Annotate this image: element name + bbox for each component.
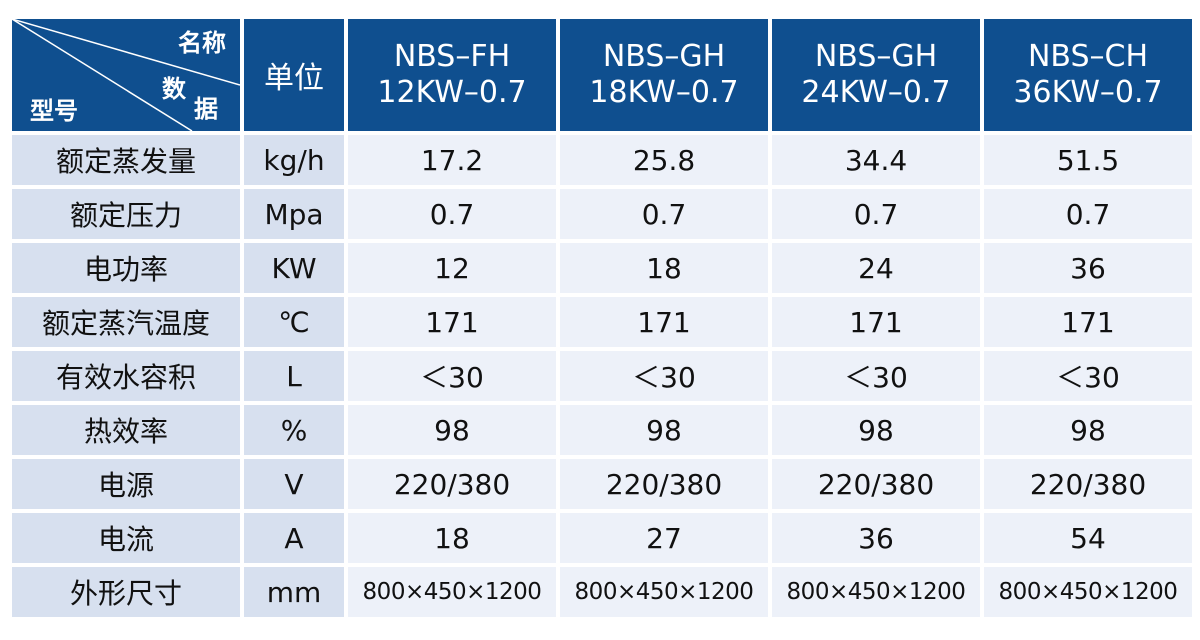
table-row: 外形尺寸 mm 800×450×1200 800×450×1200 800×45…: [12, 567, 1192, 617]
model-header: NBS–GH 24KW–0.7: [772, 19, 980, 131]
model-spec: 36KW–0.7: [1013, 75, 1163, 110]
table-row: 电源 V 220/380 220/380 220/380 220/380: [12, 459, 1192, 509]
unit-cell: mm: [244, 567, 344, 617]
unit-cell: A: [244, 513, 344, 563]
model-name: NBS–GH: [602, 39, 726, 74]
value-cell: 800×450×1200: [348, 567, 556, 617]
value-cell: 18: [348, 513, 556, 563]
row-label: 额定压力: [12, 189, 240, 239]
model-spec: 18KW–0.7: [589, 75, 739, 110]
model-name: NBS–FH: [393, 39, 511, 74]
model-name: NBS–CH: [1027, 39, 1149, 74]
value-cell: 800×450×1200: [772, 567, 980, 617]
unit-cell: V: [244, 459, 344, 509]
value-cell: 0.7: [772, 189, 980, 239]
model-spec: 12KW–0.7: [377, 75, 527, 110]
value-cell: 220/380: [772, 459, 980, 509]
model-name: NBS–GH: [814, 39, 938, 74]
table-row: 额定压力 Mpa 0.7 0.7 0.7 0.7: [12, 189, 1192, 239]
row-label: 电流: [12, 513, 240, 563]
value-cell: 51.5: [984, 135, 1192, 185]
table-row: 热效率 % 98 98 98 98: [12, 405, 1192, 455]
model-header: NBS–FH 12KW–0.7: [348, 19, 556, 131]
value-cell: 171: [984, 297, 1192, 347]
spec-table-wrapper: 名称 数 据 型号 单位 NBS–FH 12KW–0.7 NBS–GH 18KW–0…: [8, 15, 1194, 621]
unit-cell: KW: [244, 243, 344, 293]
model-header: NBS–CH 36KW–0.7: [984, 19, 1192, 131]
spec-table: 名称 数 据 型号 单位 NBS–FH 12KW–0.7 NBS–GH 18KW–0…: [8, 15, 1196, 621]
table-row: 电功率 KW 12 18 24 36: [12, 243, 1192, 293]
corner-model-label: 型号: [30, 97, 78, 125]
row-label: 电功率: [12, 243, 240, 293]
corner-diagonal-lines: [12, 19, 240, 131]
value-cell: 98: [560, 405, 768, 455]
unit-cell: kg/h: [244, 135, 344, 185]
corner-data-label-1: 数: [162, 75, 186, 103]
value-cell: 0.7: [560, 189, 768, 239]
value-cell: 34.4: [772, 135, 980, 185]
corner-data-label-2: 据: [194, 95, 218, 123]
table-row: 额定蒸发量 kg/h 17.2 25.8 34.4 51.5: [12, 135, 1192, 185]
unit-cell: %: [244, 405, 344, 455]
corner-name-label: 名称: [178, 29, 226, 57]
value-cell: ＜30: [560, 351, 768, 401]
value-cell: 24: [772, 243, 980, 293]
table-row: 有效水容积 L ＜30 ＜30 ＜30 ＜30: [12, 351, 1192, 401]
value-cell: 36: [984, 243, 1192, 293]
row-label: 有效水容积: [12, 351, 240, 401]
table-row: 额定蒸汽温度 ℃ 171 171 171 171: [12, 297, 1192, 347]
corner-header-cell: 名称 数 据 型号: [12, 19, 240, 131]
value-cell: 12: [348, 243, 556, 293]
value-cell: 17.2: [348, 135, 556, 185]
value-cell: 220/380: [560, 459, 768, 509]
row-label: 热效率: [12, 405, 240, 455]
value-cell: ＜30: [772, 351, 980, 401]
value-cell: 0.7: [984, 189, 1192, 239]
row-label: 外形尺寸: [12, 567, 240, 617]
value-cell: 171: [348, 297, 556, 347]
value-cell: 98: [984, 405, 1192, 455]
value-cell: 0.7: [348, 189, 556, 239]
row-label: 额定蒸汽温度: [12, 297, 240, 347]
value-cell: 18: [560, 243, 768, 293]
model-header: NBS–GH 18KW–0.7: [560, 19, 768, 131]
value-cell: 171: [560, 297, 768, 347]
value-cell: 171: [772, 297, 980, 347]
header-row: 名称 数 据 型号 单位 NBS–FH 12KW–0.7 NBS–GH 18KW–0…: [12, 19, 1192, 131]
value-cell: 98: [348, 405, 556, 455]
unit-cell: L: [244, 351, 344, 401]
value-cell: 800×450×1200: [984, 567, 1192, 617]
model-spec: 24KW–0.7: [801, 75, 951, 110]
value-cell: ＜30: [348, 351, 556, 401]
row-label: 额定蒸发量: [12, 135, 240, 185]
value-cell: 220/380: [348, 459, 556, 509]
value-cell: ＜30: [984, 351, 1192, 401]
unit-cell: ℃: [244, 297, 344, 347]
value-cell: 98: [772, 405, 980, 455]
value-cell: 800×450×1200: [560, 567, 768, 617]
value-cell: 25.8: [560, 135, 768, 185]
value-cell: 36: [772, 513, 980, 563]
value-cell: 220/380: [984, 459, 1192, 509]
table-row: 电流 A 18 27 36 54: [12, 513, 1192, 563]
value-cell: 54: [984, 513, 1192, 563]
value-cell: 27: [560, 513, 768, 563]
unit-header: 单位: [244, 19, 344, 131]
unit-cell: Mpa: [244, 189, 344, 239]
row-label: 电源: [12, 459, 240, 509]
